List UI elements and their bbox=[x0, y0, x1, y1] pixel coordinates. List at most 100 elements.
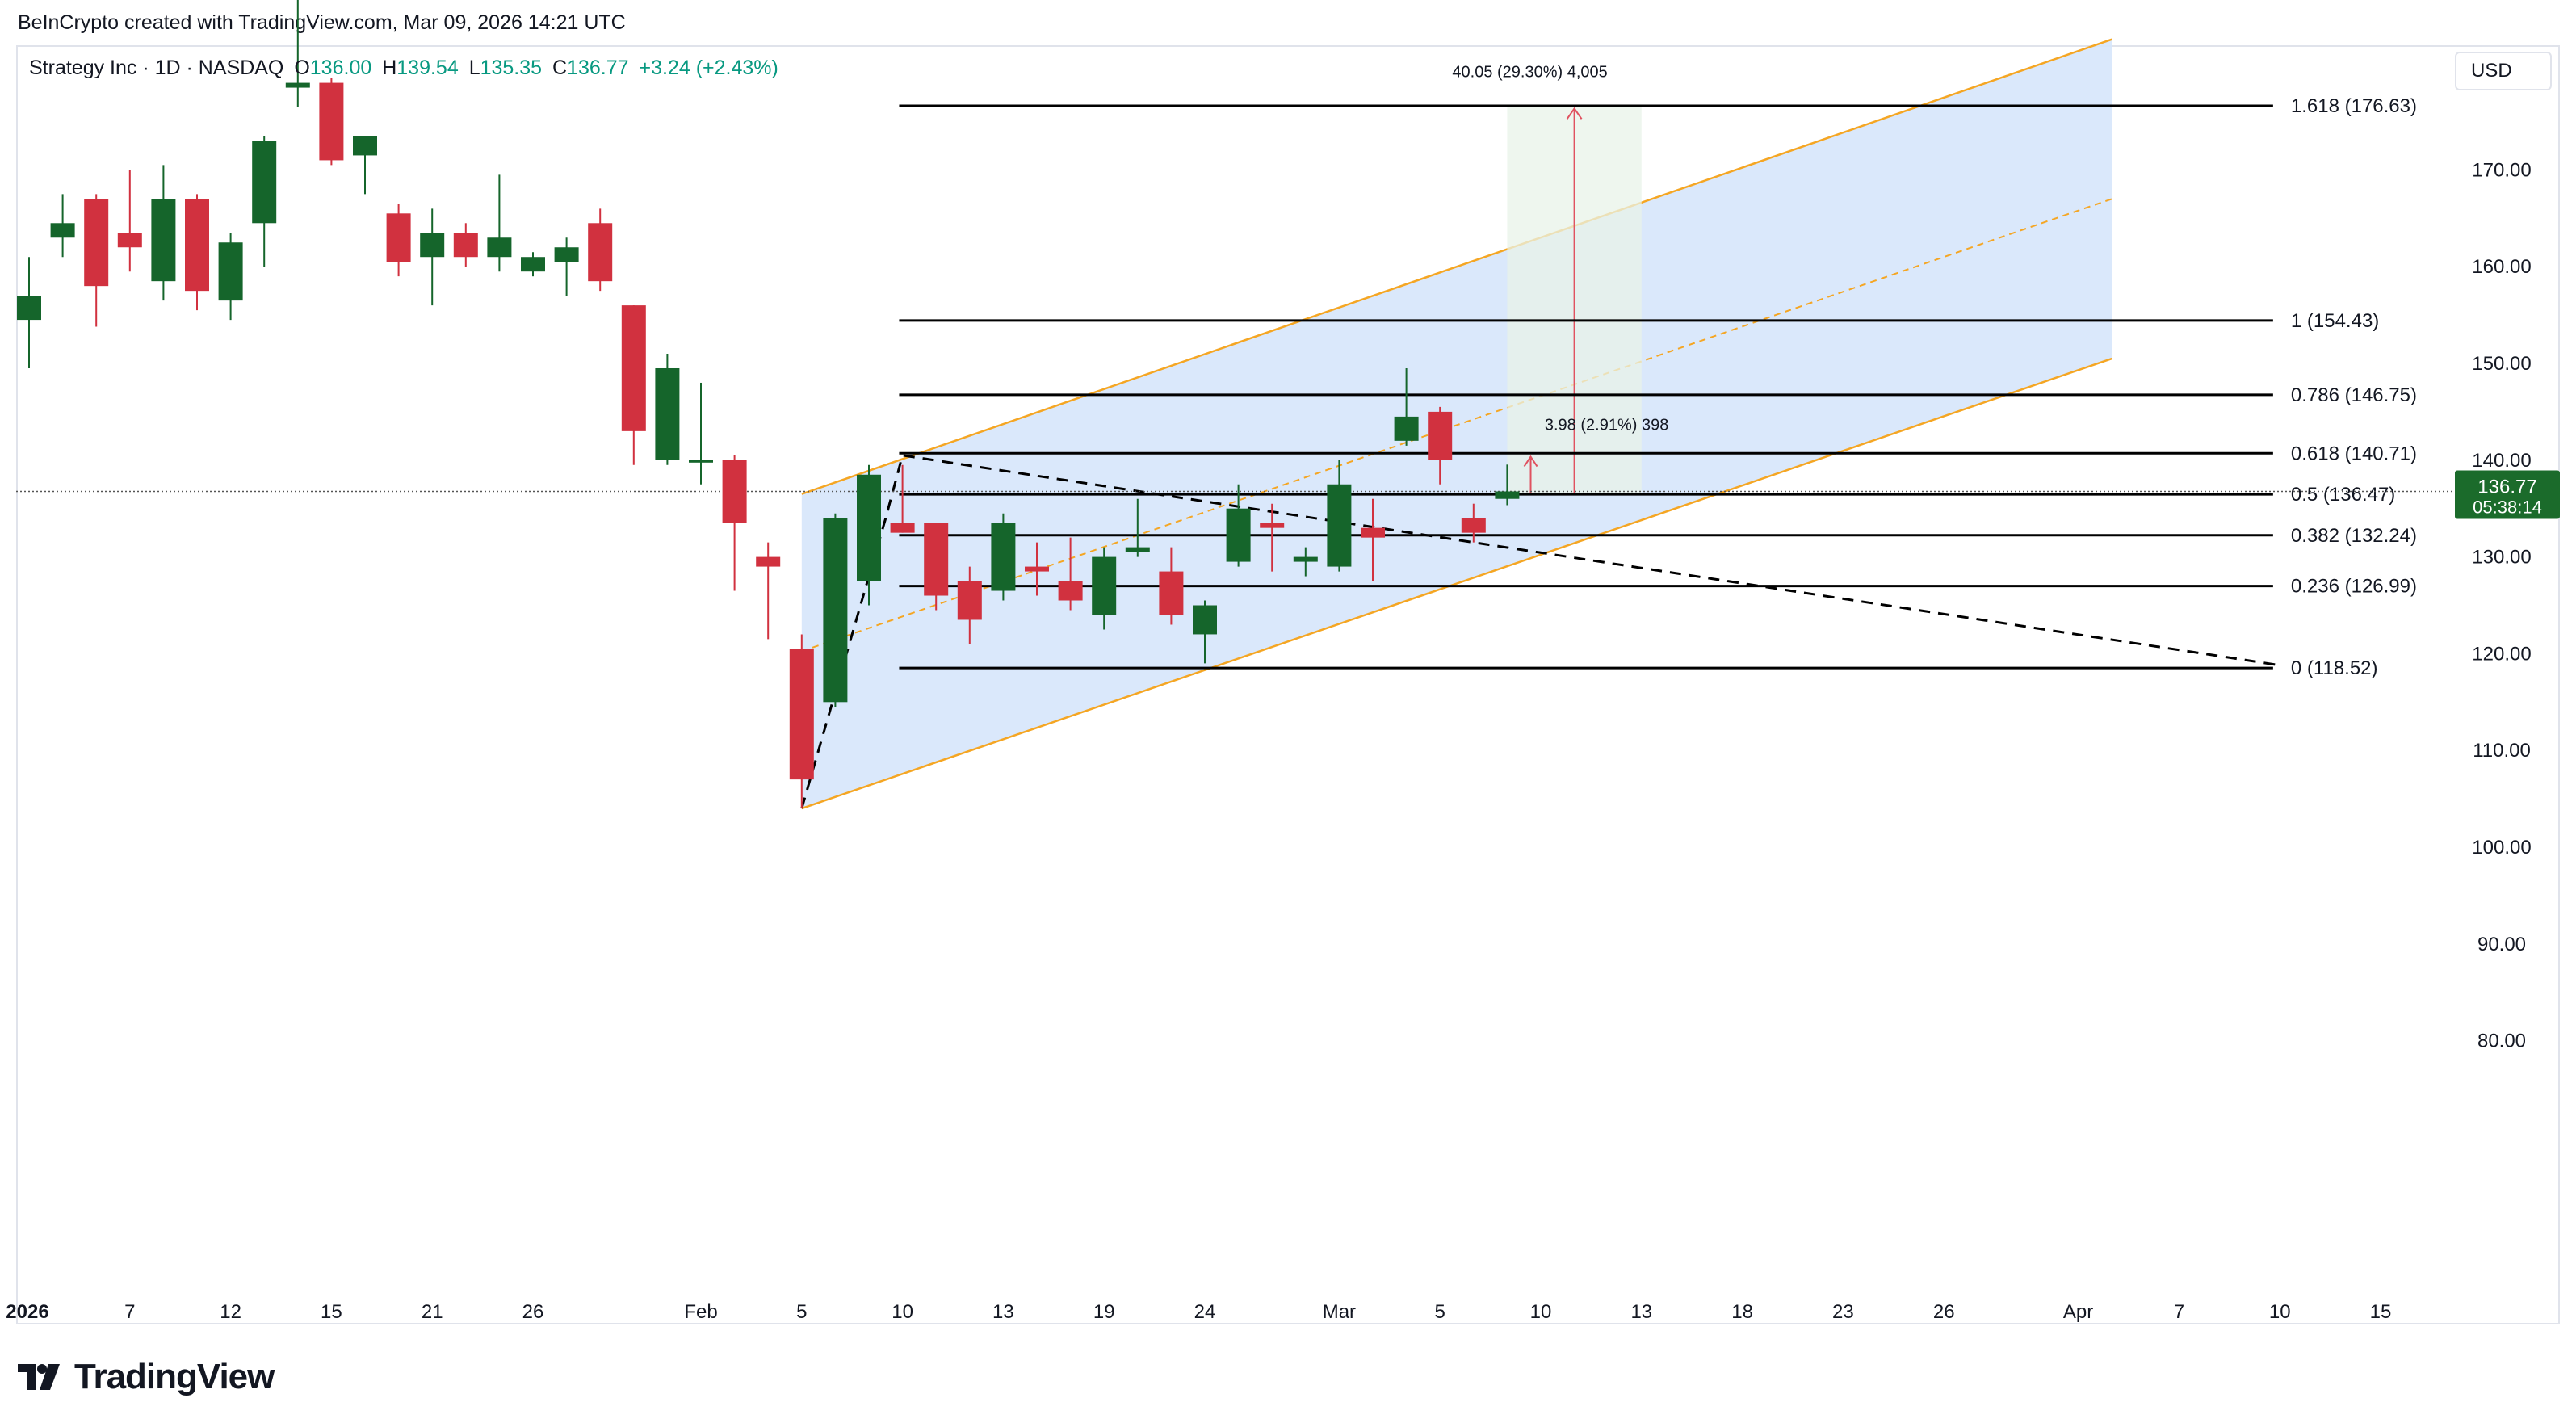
y-axis-tick-label: 140.00 bbox=[2472, 450, 2531, 472]
axes: 80.00 90.00 100.00 110.00 120.00 130.00 140.00… bbox=[6, 63, 2531, 1323]
y-axis-tick-label: 80.00 bbox=[2477, 1031, 2526, 1052]
candle-body-down bbox=[319, 82, 344, 161]
candle-body-down bbox=[890, 523, 915, 533]
y-axis-tick-label: 120.00 bbox=[2472, 643, 2531, 665]
candle-body-up bbox=[1394, 416, 1419, 441]
y-axis-tick-label: 110.00 bbox=[2473, 740, 2531, 762]
symbol-name[interactable]: Strategy Inc · 1D · NASDAQ bbox=[29, 57, 284, 79]
x-axis-tick-label: 13 bbox=[1630, 1301, 1652, 1323]
tradingview-logo-icon bbox=[18, 1364, 60, 1390]
candle-body-up bbox=[1293, 556, 1318, 562]
measure-label: 40.05 (29.30%) 4,005 bbox=[1452, 63, 1607, 81]
x-axis-tick-label: 23 bbox=[1832, 1301, 1854, 1323]
x-axis-tick-label: 26 bbox=[522, 1301, 544, 1323]
x-axis-tick-label: Feb bbox=[684, 1301, 717, 1323]
candle-body-up bbox=[857, 474, 881, 581]
channel-lower-line bbox=[801, 357, 2112, 810]
candle-body-down bbox=[117, 233, 142, 248]
x-axis-tick-label: 5 bbox=[1435, 1301, 1445, 1323]
parallel-channel bbox=[801, 38, 2112, 810]
x-axis-tick-label: 12 bbox=[220, 1301, 241, 1323]
candle-body-down bbox=[924, 523, 949, 596]
y-axis-tick-label: 130.00 bbox=[2472, 547, 2531, 569]
ohlc-open: O136.00 bbox=[294, 57, 372, 79]
chart-frame bbox=[16, 45, 2560, 1324]
fib-level-label: 1.618 (176.63) bbox=[2291, 95, 2417, 117]
candle-body-down bbox=[386, 213, 411, 262]
x-axis-tick-label: 24 bbox=[1194, 1301, 1216, 1323]
candle-body-down bbox=[1058, 581, 1083, 601]
candle-body-up bbox=[151, 199, 176, 282]
candle-body-up bbox=[1327, 484, 1352, 567]
currency-label: USD bbox=[2471, 60, 2512, 82]
chart-credit: BeInCrypto created with TradingView.com,… bbox=[18, 11, 626, 34]
candle-body-down bbox=[84, 199, 109, 287]
x-axis-tick-label: Apr bbox=[2063, 1301, 2093, 1323]
last-price-tag-box bbox=[2455, 470, 2560, 519]
y-axis-tick-label: 90.00 bbox=[2477, 934, 2526, 955]
x-axis-tick-label: 2026 bbox=[6, 1301, 48, 1323]
fib-level-label: 0.5 (136.47) bbox=[2291, 484, 2395, 506]
candle-body-up bbox=[1092, 556, 1117, 615]
candle-body-down bbox=[1461, 518, 1486, 533]
x-axis-tick-label: 10 bbox=[1530, 1301, 1552, 1323]
candle-body-up bbox=[252, 141, 277, 224]
candle-body-up bbox=[1226, 508, 1251, 562]
candle-body-up bbox=[823, 518, 848, 703]
candle-body-up bbox=[554, 247, 579, 262]
candle-body-down bbox=[185, 199, 209, 292]
x-axis-tick-label: 18 bbox=[1731, 1301, 1753, 1323]
fib-level-label: 0.382 (132.24) bbox=[2291, 525, 2417, 547]
last-price-value: 136.77 bbox=[2477, 476, 2536, 497]
candlesticks bbox=[17, 0, 1520, 809]
channel-fill bbox=[801, 39, 2112, 809]
channel-mid-line bbox=[801, 198, 2112, 653]
candle-body-down bbox=[621, 305, 646, 431]
fibonacci-levels: 1.618 (176.63) 1 (154.43) 0.786 (146.75) 0.… bbox=[899, 95, 2417, 679]
candle-body-down bbox=[1428, 411, 1453, 460]
candle-body-up bbox=[17, 296, 41, 321]
x-axis-tick-label: 10 bbox=[2269, 1301, 2291, 1323]
candle-body-up bbox=[353, 136, 377, 156]
bar-countdown: 05:38:14 bbox=[2473, 497, 2542, 517]
symbol-legend: Strategy Inc · 1D · NASDAQ O136.00 H139.… bbox=[29, 57, 783, 80]
candle-body-down bbox=[957, 581, 982, 620]
y-axis-tick-label: 170.00 bbox=[2472, 159, 2531, 181]
candle-body-down bbox=[1260, 523, 1285, 528]
y-axis-tick-label: 160.00 bbox=[2472, 256, 2531, 278]
candle-body-down bbox=[722, 460, 747, 523]
candle-body-up bbox=[1193, 605, 1217, 635]
y-axis-tick-label: 150.00 bbox=[2472, 353, 2531, 375]
y-axis-tick-label: 100.00 bbox=[2472, 837, 2531, 858]
currency-selector[interactable]: USD bbox=[2455, 52, 2552, 90]
candle-body-up bbox=[991, 523, 1016, 591]
candle-body-up bbox=[285, 82, 310, 88]
measure-inner-arrowhead bbox=[1523, 455, 1538, 468]
fib-level-label: 1 (154.43) bbox=[2291, 310, 2379, 332]
x-axis-tick-label: 7 bbox=[124, 1301, 135, 1323]
candle-body-down bbox=[789, 649, 814, 780]
candle-body-up bbox=[420, 233, 445, 258]
x-axis-tick-label: 19 bbox=[1093, 1301, 1115, 1323]
x-axis-tick-label: 13 bbox=[992, 1301, 1014, 1323]
candle-body-down bbox=[756, 556, 781, 567]
ohlc-low: L135.35 bbox=[468, 57, 543, 79]
trendline bbox=[16, 454, 2455, 809]
channel-upper-line bbox=[801, 38, 2112, 495]
candle-body-down bbox=[1361, 527, 1385, 538]
candle-body-down bbox=[588, 223, 613, 282]
x-axis-tick-label: 15 bbox=[2370, 1301, 2392, 1323]
candle-body-up bbox=[655, 367, 680, 460]
candle-body-down bbox=[1159, 571, 1184, 615]
fib-level-label: 0 (118.52) bbox=[2291, 657, 2378, 679]
dashed-trendline bbox=[800, 454, 2280, 809]
price-change: +3.24 (+2.43%) bbox=[639, 57, 778, 79]
candle-body-up bbox=[1125, 547, 1150, 552]
candle-body-up bbox=[218, 242, 243, 301]
candle-body-up bbox=[487, 237, 512, 258]
fib-level-label: 0.618 (140.71) bbox=[2291, 443, 2417, 464]
x-axis-tick-label: Mar bbox=[1323, 1301, 1356, 1323]
tradingview-logo[interactable]: TradingView bbox=[18, 1357, 275, 1397]
